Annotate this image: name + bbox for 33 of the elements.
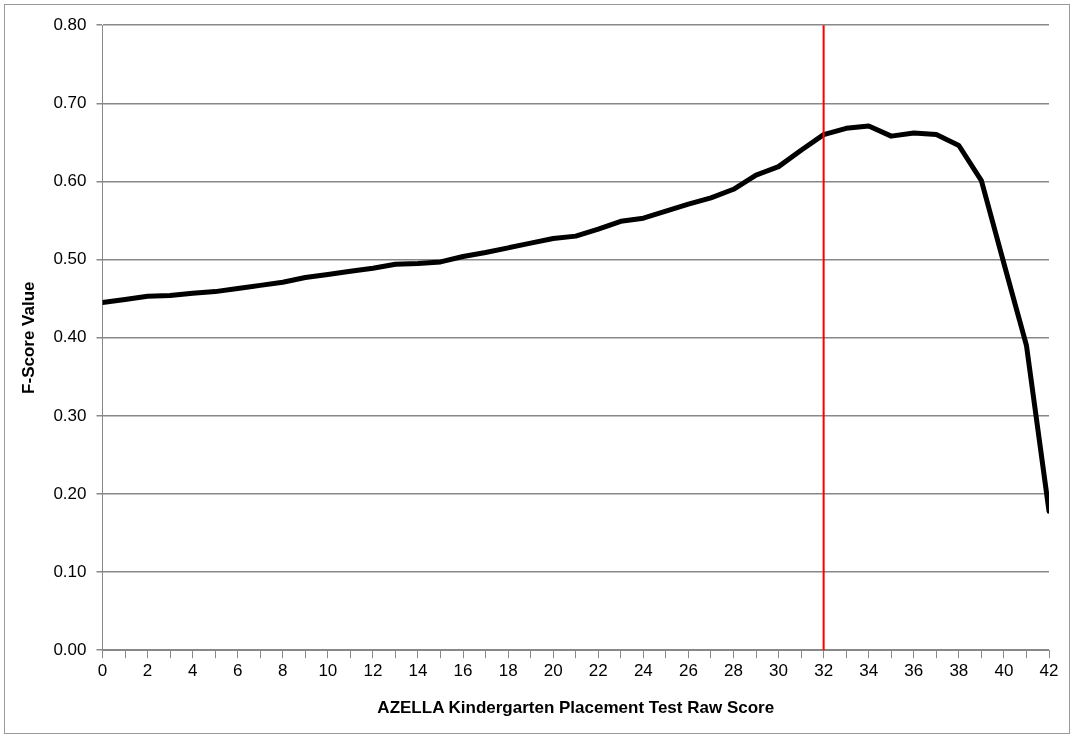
x-tick-label: 16 — [453, 661, 473, 681]
y-tick-label: 0.60 — [53, 171, 87, 191]
y-tick-label: 0.30 — [53, 405, 87, 425]
x-tick-label: 40 — [994, 661, 1014, 681]
x-tick-label: 36 — [904, 661, 924, 681]
x-tick-label: 42 — [1039, 661, 1059, 681]
y-tick-label: 0.00 — [53, 639, 87, 659]
y-tick-label: 0.50 — [53, 249, 87, 269]
x-tick-label: 6 — [232, 661, 243, 681]
x-tick-label: 38 — [949, 661, 969, 681]
y-axis-title: F-Score Value — [18, 281, 38, 394]
y-tick-label: 0.20 — [53, 483, 87, 503]
y-tick-label: 0.40 — [53, 327, 87, 347]
x-tick-label: 34 — [859, 661, 879, 681]
x-tick-label: 20 — [543, 661, 563, 681]
x-tick-label: 12 — [363, 661, 383, 681]
y-tick-label: 0.80 — [53, 14, 87, 34]
x-tick-label: 28 — [724, 661, 743, 681]
x-axis-title: AZELLA Kindergarten Placement Test Raw Score — [377, 698, 775, 718]
y-tick-label: 0.70 — [53, 93, 87, 113]
x-tick-label: 18 — [498, 661, 518, 681]
x-tick-label: 32 — [814, 661, 834, 681]
x-tick-label: 30 — [769, 661, 789, 681]
x-tick-label: 8 — [278, 661, 288, 681]
x-tick-label: 4 — [187, 661, 198, 681]
x-tick-label: 10 — [318, 661, 338, 681]
x-tick-label: 24 — [633, 661, 653, 681]
x-tick-label: 26 — [678, 661, 698, 681]
y-tick-label: 0.10 — [53, 561, 87, 581]
x-tick-label: 2 — [142, 661, 153, 681]
x-tick-label: 0 — [97, 661, 108, 681]
x-tick-label: 14 — [408, 661, 428, 681]
x-tick-label: 22 — [588, 661, 608, 681]
